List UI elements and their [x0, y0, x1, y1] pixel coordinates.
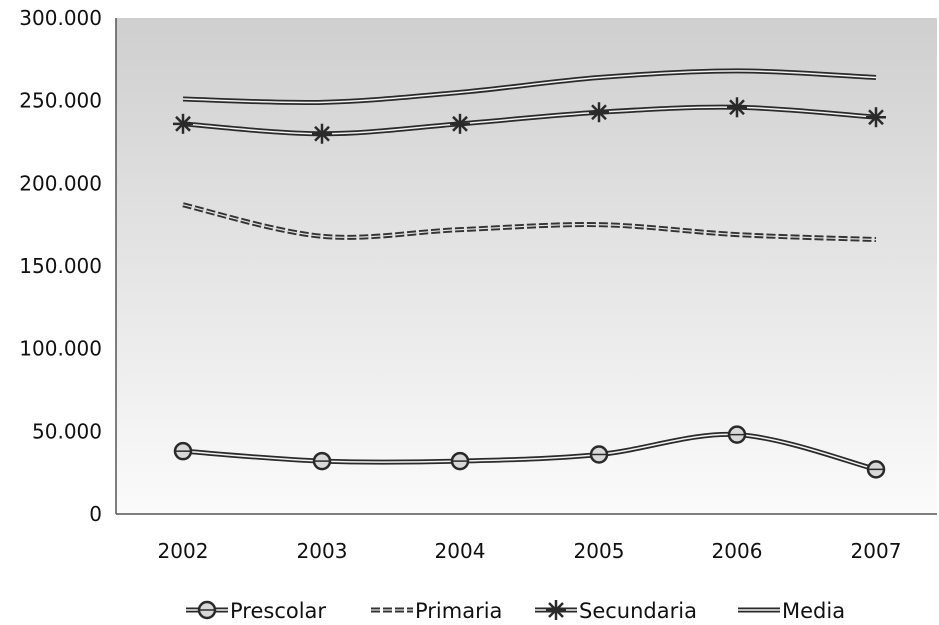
data-point-secundaria: [727, 97, 747, 118]
series-line-prescolar-inner: [182, 433, 877, 471]
legend-marker: [546, 600, 566, 620]
data-point-secundaria: [450, 113, 470, 134]
y-tick-label: 50.000: [32, 419, 102, 443]
x-tick-label: 2004: [435, 539, 486, 563]
legend-label: Primaria: [415, 599, 502, 623]
series-prescolar: [173, 425, 886, 479]
series-line-secundaria-inner: [182, 106, 877, 135]
x-tick-label: 2005: [574, 539, 625, 563]
series-media: [182, 68, 877, 105]
plot-area-background: [116, 18, 937, 514]
legend-item-primaria: Primaria: [371, 599, 502, 623]
y-tick-label: 300.000: [19, 6, 102, 30]
y-tick-label: 200.000: [19, 171, 102, 195]
series-lines: [173, 68, 886, 479]
y-tick-label: 250.000: [19, 89, 102, 113]
y-tick-label: 150.000: [19, 254, 102, 278]
y-tick-label: 100.000: [19, 337, 102, 361]
legend-item-secundaria: Secundaria: [535, 599, 697, 623]
data-point-secundaria: [866, 107, 886, 128]
series-line-primaria-inner: [182, 204, 877, 241]
data-point-secundaria: [589, 102, 609, 123]
y-tick-label: 0: [89, 502, 102, 526]
legend-label: Prescolar: [230, 599, 326, 623]
legend-label: Media: [782, 599, 845, 623]
series-secundaria: [173, 97, 886, 144]
legend-item-prescolar: Prescolar: [186, 599, 326, 623]
legend: Prescolar Primaria Secundaria Media: [186, 599, 845, 623]
x-tick-label: 2002: [158, 539, 209, 563]
x-tick-label: 2006: [712, 539, 763, 563]
legend-item-media: Media: [738, 599, 845, 623]
x-tick-label: 2007: [851, 539, 902, 563]
series-line-media-inner: [182, 70, 877, 104]
x-tick-label: 2003: [297, 539, 348, 563]
data-point-secundaria: [173, 113, 193, 134]
y-axis-ticks: 0 50.000 100.000 150.000 200.000 250.000 300.0…: [19, 6, 102, 526]
series-primaria: [182, 202, 877, 243]
x-axis-ticks: 2002 2003 2004 2005 2006 2007: [158, 539, 902, 563]
legend-label: Secundaria: [579, 599, 697, 623]
data-point-secundaria: [312, 123, 332, 144]
